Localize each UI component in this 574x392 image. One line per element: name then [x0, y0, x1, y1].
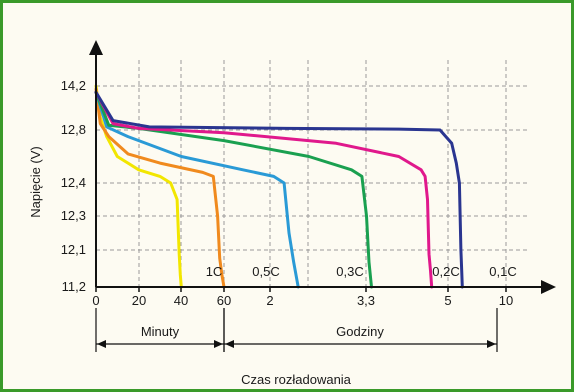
x-tick-label-6: 3,3: [357, 293, 375, 308]
curves: [94, 84, 464, 289]
series-line-4: [94, 90, 373, 289]
y-axis-title: Napięcie (V): [28, 146, 43, 218]
curve-annotation-1: 1C: [206, 264, 223, 279]
bracket-arrow-left-1: [97, 340, 106, 348]
axes: [89, 40, 556, 352]
segment-label-hours: Godziny: [336, 324, 384, 339]
y-tick-label-5: 12,8: [61, 122, 86, 137]
grid: [96, 60, 530, 287]
bracket-arrow-right-1: [214, 340, 223, 348]
x-tick-label-5: 2: [266, 293, 273, 308]
y-tick-label-2: 12,1: [61, 242, 86, 257]
y-tick-label-3: 12,3: [61, 208, 86, 223]
x-tick-label-3: 40: [174, 293, 188, 308]
x-tick-label-4: 60: [217, 293, 231, 308]
bracket-arrow-left-2: [225, 340, 234, 348]
x-tick-label-8: 10: [499, 293, 513, 308]
series-line-2: [94, 87, 226, 289]
y-tick-label-1: 11,2: [62, 279, 86, 294]
x-tick-label-7: 5: [444, 293, 451, 308]
bracket-arrow-right-2: [487, 340, 496, 348]
y-tick-label-4: 12,4: [61, 175, 86, 190]
segment-label-minutes: Minuty: [141, 324, 180, 339]
curve-annotation-4: 0,2C: [432, 264, 459, 279]
y-tick-label-6: 14,2: [61, 78, 86, 93]
curve-annotation-3: 0,3C: [336, 264, 363, 279]
x-axis-title: Czas rozładowania: [241, 372, 352, 387]
y-axis-arrow: [89, 40, 103, 55]
labels: 11,2 12,1 12,3 12,4 12,8 14,2 0 20 40 60 2 3,3 5 10 1C…: [28, 78, 517, 387]
curve-annotation-5: 0,1C: [489, 264, 516, 279]
x-axis-arrow: [541, 280, 556, 294]
x-tick-label-2: 20: [132, 293, 146, 308]
curve-annotation-2: 0,5C: [252, 264, 279, 279]
x-tick-label-1: 0: [92, 293, 99, 308]
series-line-6: [94, 90, 464, 289]
series-line-5: [94, 90, 434, 289]
series-line-3: [94, 90, 300, 289]
